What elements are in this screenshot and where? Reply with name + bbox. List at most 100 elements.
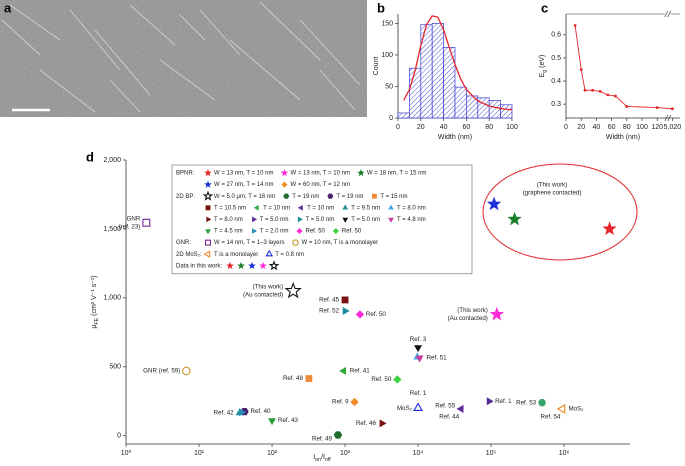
point-label: MoS₂ — [568, 405, 584, 412]
panel-label: d — [86, 149, 94, 164]
point-label: MoS₂ — [397, 405, 413, 412]
histogram-bar — [431, 23, 444, 119]
legend-label: T = 5.0 nm — [260, 217, 289, 223]
x-axis-label-part: /I — [321, 454, 325, 461]
x-tick-label: 10¹ — [194, 450, 205, 457]
legend-marker — [205, 239, 211, 246]
ellipse-label: (This work) — [537, 182, 568, 189]
x-axis-label-part: on — [315, 457, 321, 461]
x-tick-label: 120 — [651, 124, 663, 131]
scatter-point — [333, 431, 343, 439]
legend-label: T = 8.0 nm — [214, 217, 243, 223]
data-point — [655, 106, 659, 109]
point-label: (Au contacted) — [243, 292, 283, 299]
legend-label: T = 9.5 nm — [351, 205, 380, 211]
scatter-point — [339, 366, 347, 375]
x-tick-label: 0 — [564, 124, 568, 131]
y-axis-label-part: E — [539, 72, 546, 77]
x-tick-label: 5,020 — [664, 124, 682, 131]
legend-label: T = 4.5 nm — [214, 229, 243, 235]
y-axis-label-part: FE — [94, 317, 100, 324]
scatter-point — [486, 397, 494, 406]
axis-break-mark — [664, 114, 669, 122]
x-tick-label: 10³ — [340, 450, 351, 457]
scatter-point — [486, 196, 502, 211]
legend-marker — [280, 169, 289, 177]
panel-label: a — [4, 0, 12, 15]
x-axis-label: Width (nm) — [438, 134, 472, 141]
legend-marker — [265, 249, 274, 257]
x-tick-label: 10⁵ — [486, 450, 497, 457]
scatter-point — [507, 211, 522, 226]
point-label: Ref. 3 — [410, 336, 427, 343]
point-label: Ref. 50 — [371, 376, 392, 383]
legend-label: W = 10 nm, T is a monolayer — [301, 240, 378, 246]
y-tick-label: 150 — [381, 20, 393, 27]
x-tick-label: 10² — [267, 450, 278, 457]
point-label: Ref. 1 — [410, 390, 427, 397]
legend-label: W = 60 nm, T = 12 nm — [290, 182, 349, 188]
scatter-point — [489, 306, 504, 321]
legend-box — [171, 164, 473, 275]
scatter-point — [181, 366, 191, 376]
legend-marker — [297, 216, 303, 223]
data-point — [625, 105, 629, 108]
x-tick-label: 40 — [593, 124, 601, 131]
y-axis-label: μFE (cm² V⁻¹ s⁻¹) — [91, 275, 101, 328]
histogram-bar — [488, 100, 501, 119]
legend-marker — [292, 239, 299, 246]
x-axis-label: Ion/Ioff — [313, 454, 331, 461]
scatter-point — [305, 375, 313, 382]
histogram-bar — [409, 67, 422, 119]
highlight-ellipse — [482, 163, 638, 261]
x-tick-label: 10⁴ — [413, 450, 424, 457]
point-label: Ref. 51 — [427, 354, 448, 361]
x-axis-label-part: I — [313, 454, 315, 461]
y-tick-label: 1,500 — [103, 226, 121, 233]
point-label: (ref. 23) — [119, 223, 141, 230]
scatter-point — [456, 404, 464, 413]
point-label: (This work) — [253, 284, 284, 291]
y-axis-label-part: μ — [91, 325, 98, 329]
legend-marker — [297, 204, 303, 211]
legend-marker — [342, 217, 349, 223]
x-axis-label-part: off — [325, 457, 331, 461]
data-point — [614, 94, 617, 98]
y-tick-label: 0.6 — [551, 32, 561, 39]
scatter-point — [268, 418, 277, 426]
y-tick-label: 0 — [389, 115, 393, 122]
y-axis-label-part: (cm² V⁻¹ s⁻¹) — [91, 275, 98, 317]
legend-marker — [371, 193, 377, 199]
legend-label: T = 10 nm — [263, 205, 290, 211]
x-tick-label: 20 — [577, 124, 585, 131]
point-label: Ref. 52 — [319, 308, 340, 315]
scatter-point — [413, 402, 423, 412]
legend-marker — [342, 204, 349, 210]
x-tick-label: 80 — [623, 124, 631, 131]
scatter-point — [350, 397, 359, 407]
x-tick-label: 20 — [417, 124, 425, 131]
x-tick-label: 0 — [396, 124, 400, 131]
legend-marker — [332, 228, 339, 234]
data-point — [583, 88, 587, 92]
x-tick-label: 100 — [636, 124, 648, 131]
data-point — [573, 24, 577, 27]
scatter-point — [342, 306, 350, 315]
legend-marker — [327, 193, 334, 199]
legend-marker — [296, 228, 303, 234]
y-tick-label: 0.3 — [551, 101, 561, 108]
axis-break-mark — [664, 10, 669, 18]
legend-group: GNR: — [176, 240, 191, 246]
y-tick-label: 0 — [117, 433, 121, 440]
histogram-bar — [477, 97, 490, 119]
x-tick-label: 100 — [506, 124, 518, 131]
legend-marker — [252, 216, 258, 223]
fit-curve — [403, 15, 513, 111]
legend-label: T = 5.0 nm — [306, 217, 335, 223]
point-label: GNR (ref. 59) — [143, 368, 180, 375]
scatter-point — [602, 221, 617, 235]
histogram-bar — [500, 104, 513, 119]
point-label: Ref. 41 — [350, 368, 371, 375]
point-label: Ref. 40 — [251, 408, 272, 415]
